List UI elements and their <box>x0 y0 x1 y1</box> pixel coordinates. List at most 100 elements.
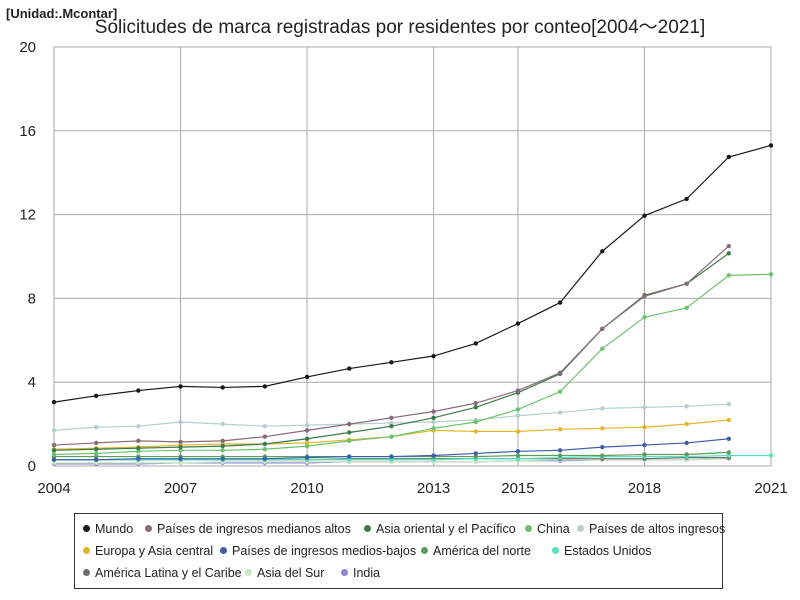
data-point <box>389 360 394 365</box>
y-tick-label: 20 <box>19 39 36 56</box>
data-point <box>93 447 99 452</box>
x-tick-label: 2007 <box>164 480 197 497</box>
legend-label: Países de altos ingresos <box>589 522 726 536</box>
legend-marker <box>421 547 428 555</box>
data-point <box>262 384 268 389</box>
series-line <box>53 273 772 456</box>
data-point <box>431 426 436 431</box>
data-point <box>473 454 478 459</box>
data-point <box>557 300 563 305</box>
data-point <box>262 441 268 447</box>
data-point <box>347 438 352 444</box>
data-point <box>726 154 732 160</box>
data-point <box>515 321 521 326</box>
x-tick-label: 2010 <box>290 480 323 497</box>
data-point <box>389 423 394 429</box>
data-point <box>136 445 141 451</box>
data-point <box>515 456 521 461</box>
series-estados-unidos <box>51 453 774 462</box>
y-tick-label: 0 <box>28 458 36 475</box>
data-point <box>515 413 521 418</box>
data-point <box>600 249 605 254</box>
data-point <box>726 436 732 441</box>
data-point <box>726 273 732 278</box>
data-point <box>515 388 521 393</box>
data-point <box>684 305 689 311</box>
data-point <box>726 417 732 423</box>
legend-marker <box>552 547 559 555</box>
data-point <box>178 384 183 389</box>
data-point <box>768 453 774 458</box>
data-point <box>178 444 183 450</box>
data-point <box>642 315 647 320</box>
data-point <box>51 428 57 433</box>
data-point <box>304 436 310 441</box>
data-point <box>431 453 436 458</box>
data-point <box>93 457 99 462</box>
legend-label: Países de ingresos medianos altos <box>157 522 351 536</box>
data-point <box>220 438 225 444</box>
data-point <box>389 434 394 439</box>
data-point <box>389 454 394 459</box>
legend-marker <box>245 569 252 577</box>
data-point <box>347 366 352 371</box>
legend-marker <box>220 547 227 555</box>
data-point <box>304 440 310 446</box>
series-line <box>53 252 730 451</box>
y-tick-label: 12 <box>19 207 36 224</box>
data-point <box>473 419 478 425</box>
data-point <box>600 326 605 331</box>
data-point <box>220 385 225 390</box>
data-point <box>600 426 605 431</box>
legend-item: Países de ingresos medianos altos <box>145 522 351 536</box>
data-point <box>557 453 563 458</box>
data-point <box>515 449 521 454</box>
data-point <box>431 409 436 414</box>
y-tick-label: 8 <box>28 290 36 307</box>
data-point <box>136 449 141 454</box>
data-point <box>684 421 689 427</box>
legend-label: China <box>537 522 570 536</box>
data-point <box>473 341 478 346</box>
data-point <box>642 405 647 410</box>
data-point <box>93 460 99 466</box>
data-point <box>473 400 478 406</box>
legend-item: Europa y Asia central <box>83 544 213 558</box>
data-point <box>136 438 141 444</box>
legend-label: Estados Unidos <box>564 544 652 558</box>
data-point <box>262 434 268 439</box>
data-point <box>347 421 352 427</box>
legend-item: Asia del Sur <box>245 566 324 580</box>
data-point <box>389 415 394 421</box>
series-line <box>53 245 730 446</box>
data-point <box>136 456 141 461</box>
legend-label: Países de ingresos medios-bajos <box>232 544 417 558</box>
legend-marker <box>83 525 90 533</box>
legend-label: Asia del Sur <box>257 566 325 580</box>
legend-label: Asia oriental y el Pacífico <box>376 522 516 536</box>
data-point <box>473 459 478 465</box>
data-point <box>51 457 57 462</box>
data-point <box>93 425 99 430</box>
legend-marker <box>83 569 90 577</box>
data-point <box>431 415 436 421</box>
legend: Mundo Países de ingresos medianos altos As… <box>74 513 726 589</box>
data-point <box>93 451 99 456</box>
data-point <box>431 353 436 359</box>
data-point <box>726 251 732 256</box>
legend-item: Mundo <box>83 522 133 536</box>
data-point <box>642 452 647 457</box>
data-point <box>557 389 563 394</box>
data-point <box>51 399 57 405</box>
legend-marker <box>341 569 348 577</box>
data-point <box>600 406 605 411</box>
data-point <box>642 294 647 299</box>
legend-item: América del norte <box>421 544 531 558</box>
legend-item: Asia oriental y el Pacífico <box>364 522 516 536</box>
series-mundo <box>51 143 774 405</box>
x-tick-label: 2004 <box>37 480 70 497</box>
data-point <box>262 456 268 461</box>
x-tick-label: 2018 <box>628 480 661 497</box>
data-point <box>515 429 521 434</box>
data-point <box>557 370 563 375</box>
